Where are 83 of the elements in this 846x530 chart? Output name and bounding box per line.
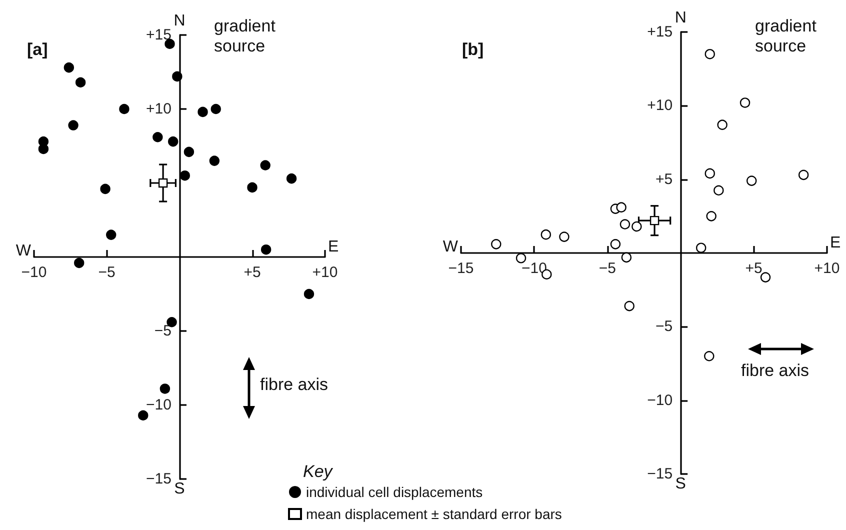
annotation: gradient source — [755, 16, 822, 56]
point — [160, 384, 170, 394]
point — [119, 104, 130, 114]
point — [180, 170, 190, 181]
point — [491, 239, 502, 250]
x-tick-label: +5 — [745, 260, 762, 277]
point — [610, 239, 621, 250]
point — [559, 232, 570, 242]
point — [620, 219, 630, 230]
point — [198, 106, 208, 118]
point — [152, 132, 163, 142]
point — [696, 242, 706, 253]
text: S — [174, 480, 185, 498]
point — [168, 136, 178, 147]
point — [210, 104, 221, 114]
point — [286, 173, 297, 184]
point — [138, 410, 148, 420]
y-tick-label: −10 — [647, 392, 673, 409]
y-tick-label: −10 — [146, 396, 172, 414]
x-tick-label: −15 — [448, 260, 474, 277]
text: S — [675, 476, 686, 492]
x-tick-label: −5 — [598, 260, 616, 277]
point — [704, 49, 715, 60]
point — [172, 71, 182, 82]
y-tick-label: +10 — [647, 97, 673, 114]
point — [247, 182, 258, 193]
y-tick-label: −5 — [655, 318, 673, 336]
point — [706, 211, 716, 222]
annotation: fibre axis — [260, 375, 328, 394]
text: E — [830, 234, 841, 252]
y-tick-label: +10 — [146, 100, 172, 118]
point — [164, 38, 175, 49]
y-tick-label: +15 — [647, 24, 673, 40]
point — [540, 229, 552, 240]
point — [760, 272, 771, 282]
point — [714, 185, 724, 196]
y-tick-label: −15 — [647, 466, 673, 482]
point — [38, 144, 49, 154]
point — [74, 258, 84, 268]
legend-label: mean displacement ± standard error bars — [306, 506, 562, 522]
point — [100, 184, 110, 194]
point — [704, 351, 714, 362]
point — [717, 120, 728, 130]
point — [106, 230, 116, 240]
text: [b] — [462, 40, 484, 59]
chart-title: [a] — [27, 40, 48, 59]
point — [798, 170, 809, 180]
point — [740, 98, 750, 108]
point — [616, 202, 626, 212]
text: W — [16, 242, 32, 260]
point — [704, 168, 715, 179]
text: W — [442, 238, 459, 256]
point — [746, 176, 757, 186]
point — [209, 156, 220, 166]
point — [158, 178, 168, 188]
point — [650, 216, 660, 226]
y-tick-label: +5 — [655, 170, 673, 188]
x-tick-label: +10 — [814, 260, 840, 277]
point — [516, 253, 526, 264]
legend-label: individual cell displacements — [306, 484, 483, 500]
point — [75, 77, 86, 88]
text: N — [674, 10, 686, 26]
text: E — [328, 238, 339, 256]
annotation: gradient source — [214, 16, 280, 56]
text: N — [174, 12, 186, 30]
point — [68, 120, 78, 130]
point — [184, 146, 194, 158]
y-tick-label: −15 — [146, 470, 172, 488]
point — [621, 252, 632, 263]
y-tick-label: −5 — [154, 322, 172, 340]
point — [624, 300, 634, 312]
y-tick-label: +15 — [146, 26, 172, 44]
point — [260, 160, 270, 170]
x-tick-label: +5 — [244, 264, 261, 281]
point — [632, 221, 642, 232]
x-tick-label: +10 — [312, 264, 338, 281]
point — [304, 288, 314, 300]
annotation: fibre axis — [741, 361, 810, 380]
legend-title: Key — [303, 462, 334, 481]
x-tick-label: −5 — [98, 264, 116, 281]
point — [260, 244, 272, 255]
point — [64, 62, 74, 73]
x-tick-label: −10 — [21, 264, 47, 281]
